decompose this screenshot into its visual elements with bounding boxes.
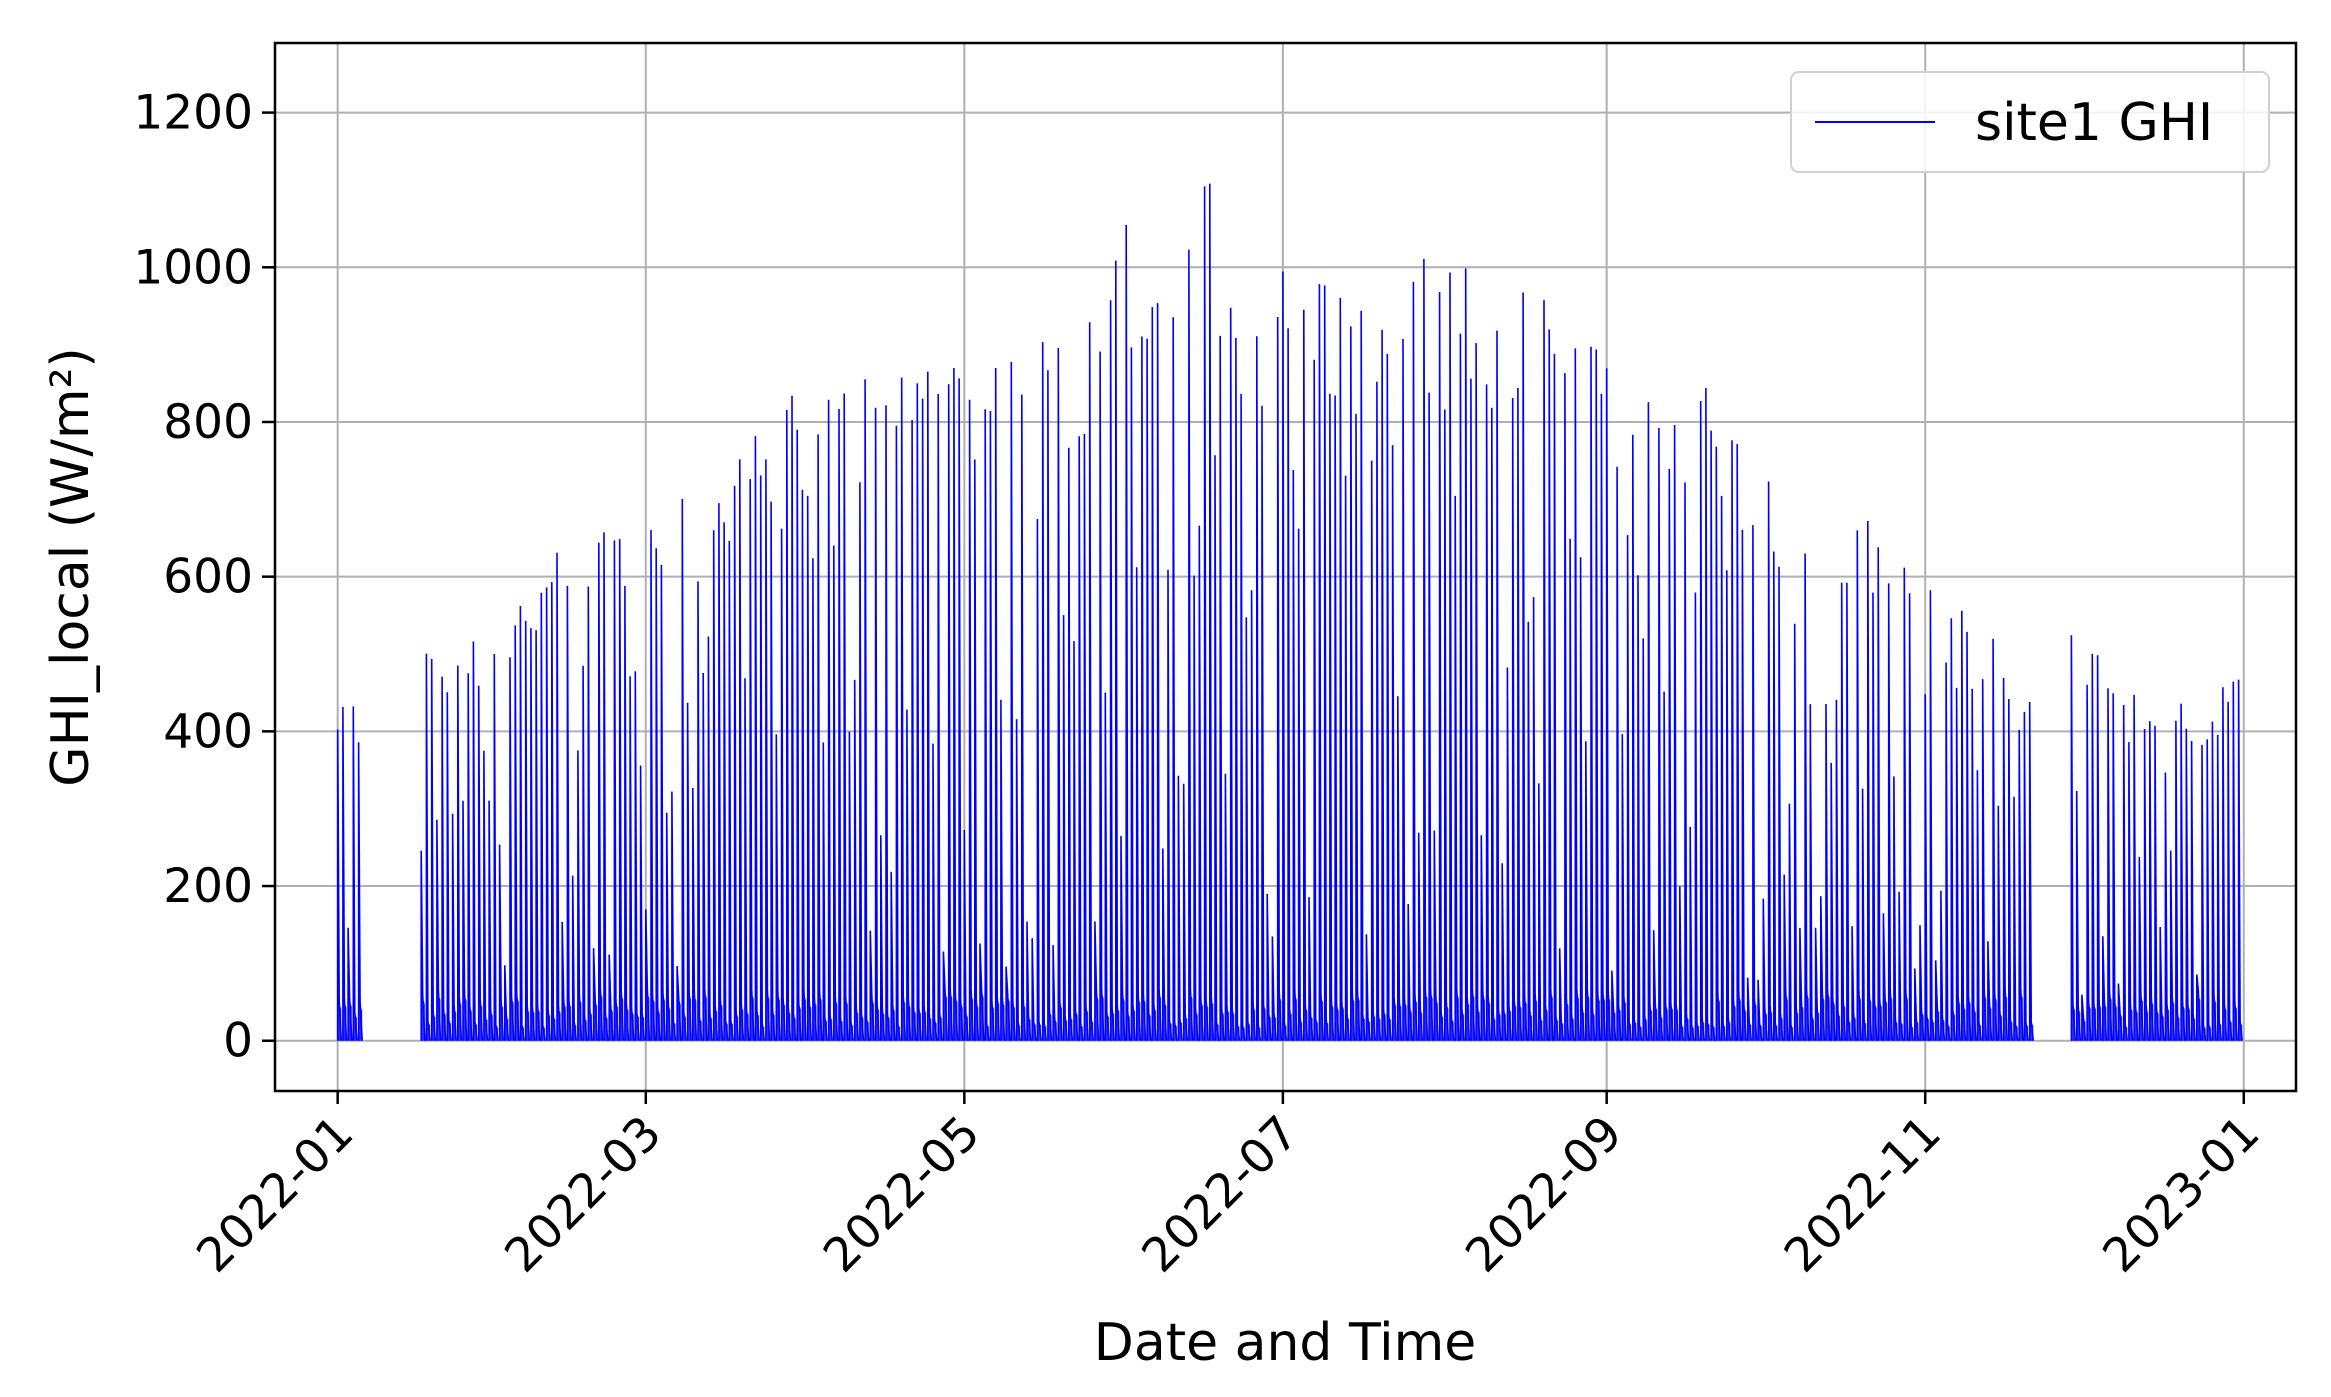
x-tick-label: 2022-07 <box>1132 1106 1310 1284</box>
x-tick-label: 2022-11 <box>1774 1106 1952 1284</box>
y-tick-label: 800 <box>163 395 253 450</box>
y-tick-label: 600 <box>163 550 253 605</box>
legend-label: site1 GHI <box>1975 93 2213 153</box>
y-tick-label: 200 <box>163 859 253 914</box>
y-tick-label: 1200 <box>133 86 253 141</box>
x-tick-label: 2022-09 <box>1455 1106 1633 1284</box>
x-tick-label: 2022-05 <box>813 1106 991 1284</box>
y-axis-title: GHI_local (W/m²) <box>41 347 101 786</box>
y-tick-label: 0 <box>223 1014 253 1069</box>
plot-frame <box>273 41 2298 1093</box>
series-site1-ghi <box>336 183 2243 1041</box>
x-axis-ticks: 2022-01 2022-03 2022-05 2022-07 2022-09 2022-… <box>186 1091 2270 1283</box>
legend-box <box>1790 71 2270 173</box>
y-axis-ticks: 0 200 400 600 800 1000 1200 <box>133 86 275 1069</box>
x-tick-label: 2022-03 <box>495 1106 673 1284</box>
series-line <box>336 183 2243 1041</box>
y-tick-label: 400 <box>163 704 253 759</box>
y-tick-label: 1000 <box>133 240 253 295</box>
x-axis-title: Date and Time <box>1094 1313 1476 1373</box>
x-tick-label: 2022-01 <box>186 1106 364 1284</box>
legend: site1 GHI <box>1790 71 2270 173</box>
x-tick-label: 2023-01 <box>2093 1106 2271 1284</box>
